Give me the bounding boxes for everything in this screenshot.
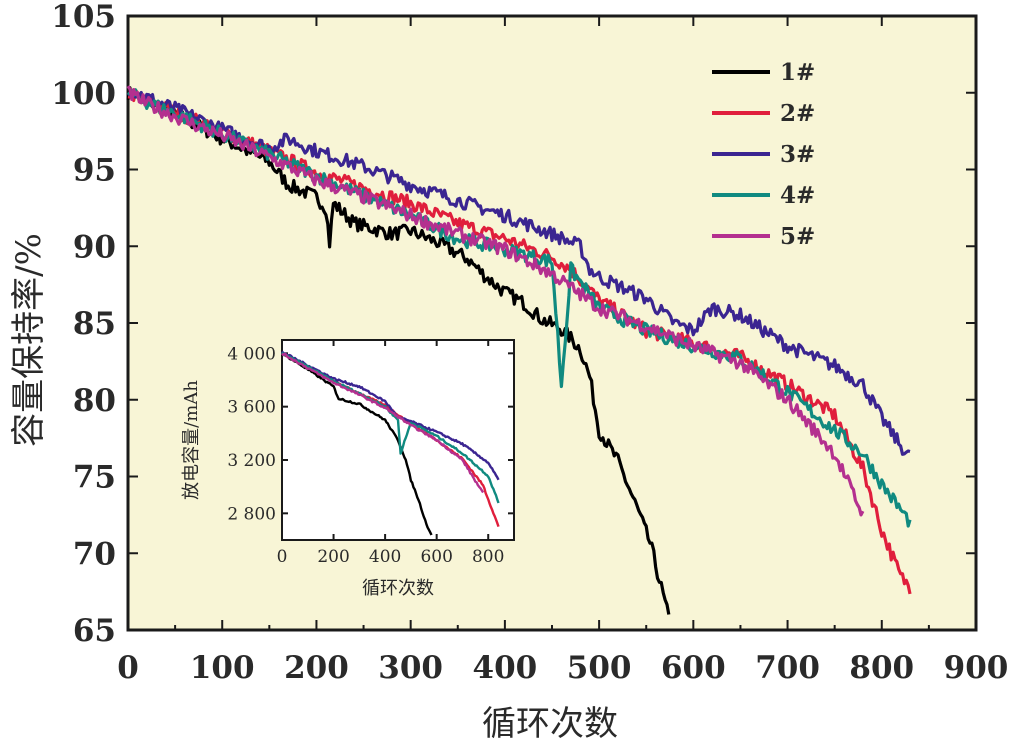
legend-label-5#: 5# <box>780 223 815 250</box>
inset-x-axis-label: 循环次数 <box>362 578 434 599</box>
y-tick-label: 80 <box>73 383 116 419</box>
main-tick-labels: 0 100 200 300 400 500 600 700 800 900657075808590… <box>51 0 1008 686</box>
y-tick-label: 3 600 <box>227 398 276 418</box>
x-tick-label: 0 <box>277 547 288 567</box>
y-tick-label: 75 <box>73 460 116 496</box>
y-tick-label: 3 200 <box>227 451 276 471</box>
legend-label-4#: 4# <box>780 182 815 209</box>
y-tick-label: 65 <box>73 613 116 649</box>
x-tick-label: 200 <box>317 547 349 567</box>
x-tick-label: 300 <box>378 650 443 686</box>
x-tick-label: 600 <box>420 547 452 567</box>
x-tick-label: 100 <box>190 650 255 686</box>
x-tick-label: 500 <box>567 650 632 686</box>
series-line-3# <box>127 89 911 456</box>
x-tick-label: 800 <box>472 547 504 567</box>
y-tick-label: 90 <box>73 229 116 265</box>
inset-tick-labels: 0 200 400 600 800 2 800 3 200 3 600 4 000 <box>227 344 504 567</box>
y-tick-label: 2 800 <box>227 504 276 524</box>
main-y-axis-label: 容量保持率/% <box>9 233 49 447</box>
y-tick-label: 4 000 <box>227 344 276 364</box>
legend-label-3#: 3# <box>780 141 815 168</box>
series-line-4# <box>280 351 500 504</box>
main-axis-ticks <box>127 15 977 631</box>
y-tick-label: 105 <box>51 0 116 35</box>
legend: 1# 2# 3# 4# 5# <box>712 59 815 250</box>
inset-y-axis-label: 放电容量/mAh <box>181 380 202 500</box>
x-tick-label: 900 <box>944 650 1009 686</box>
series-line-5# <box>281 352 485 494</box>
series-line-5# <box>126 85 865 517</box>
main-x-axis-label: 循环次数 <box>482 704 618 744</box>
y-tick-label: 70 <box>73 536 116 572</box>
x-tick-label: 400 <box>369 547 401 567</box>
x-tick-label: 700 <box>755 650 820 686</box>
legend-label-1#: 1# <box>780 59 815 86</box>
y-tick-label: 95 <box>73 153 116 189</box>
x-tick-label: 0 <box>117 650 139 686</box>
y-tick-label: 85 <box>73 306 116 342</box>
x-tick-label: 200 <box>284 650 349 686</box>
main-series-group <box>126 85 912 615</box>
x-tick-label: 800 <box>849 650 914 686</box>
x-tick-label: 400 <box>473 650 538 686</box>
inset-series-group <box>280 350 500 536</box>
x-tick-label: 600 <box>661 650 726 686</box>
y-tick-label: 100 <box>51 76 116 112</box>
legend-label-2#: 2# <box>780 100 815 127</box>
